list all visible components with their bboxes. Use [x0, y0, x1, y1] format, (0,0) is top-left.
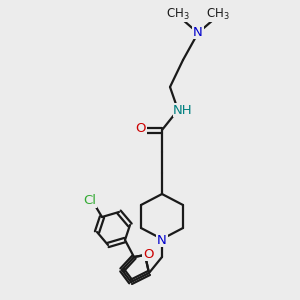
Text: O: O — [143, 248, 153, 260]
Text: Cl: Cl — [83, 194, 97, 208]
Text: CH$_3$: CH$_3$ — [206, 6, 230, 22]
Text: N: N — [193, 26, 203, 38]
Text: O: O — [136, 122, 146, 136]
Text: NH: NH — [173, 103, 193, 116]
Text: CH$_3$: CH$_3$ — [166, 6, 190, 22]
Text: N: N — [157, 233, 167, 247]
